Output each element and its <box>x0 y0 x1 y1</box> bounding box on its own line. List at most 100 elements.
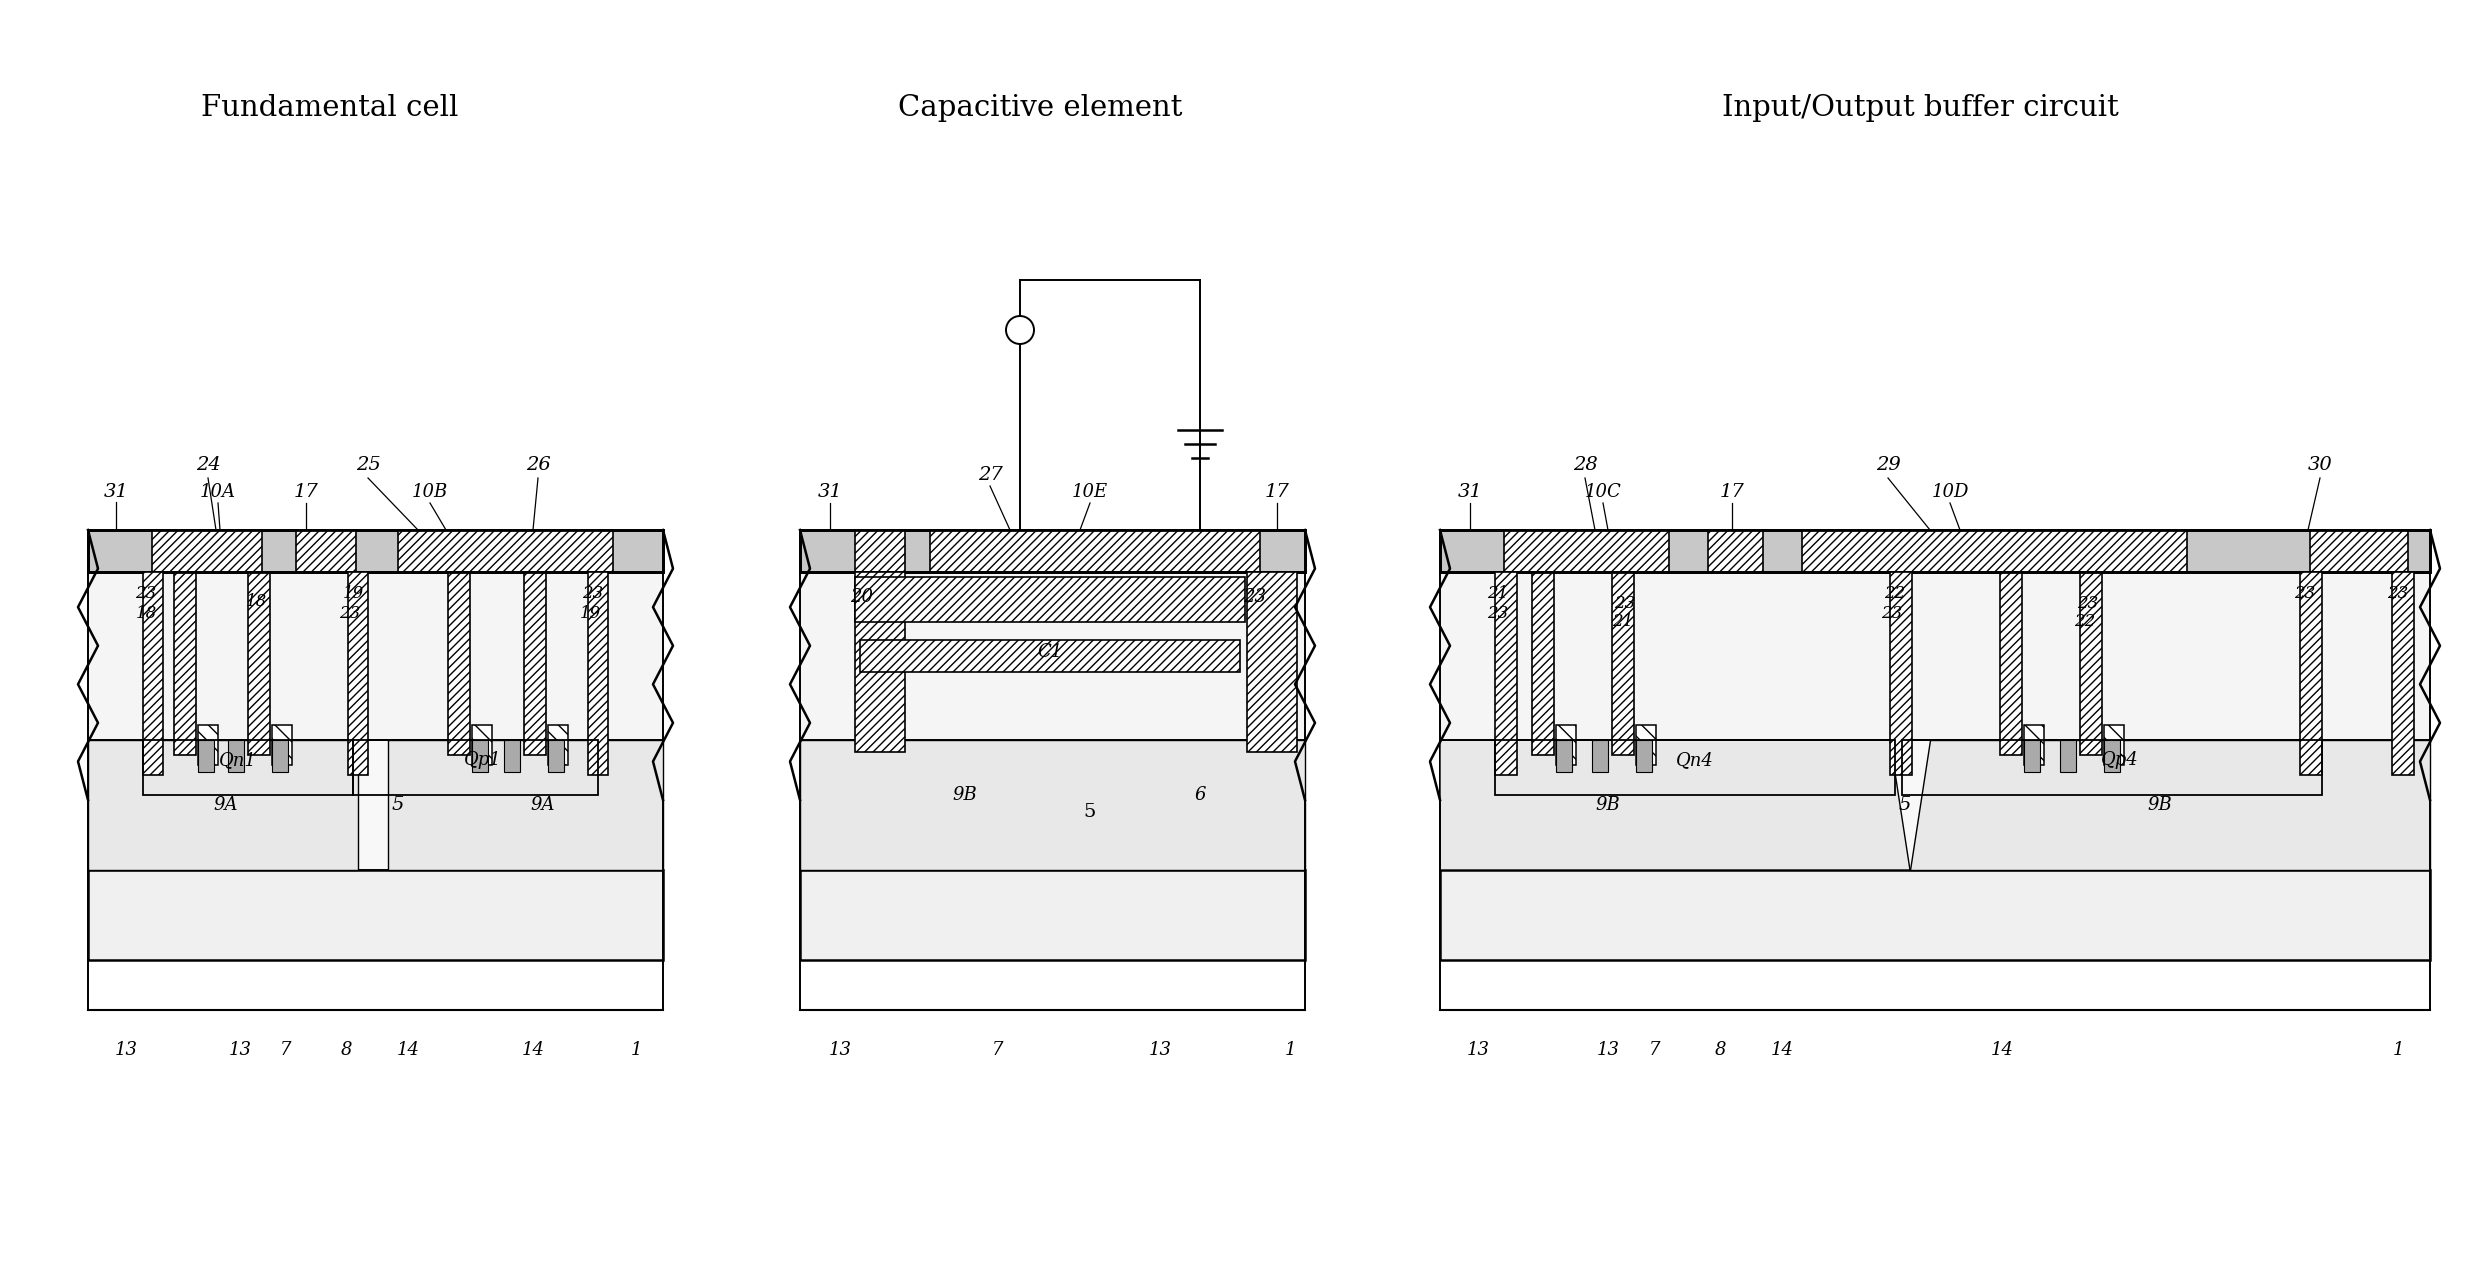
Polygon shape <box>89 740 359 870</box>
Bar <box>1612 572 1635 755</box>
Text: 13: 13 <box>114 1041 138 1059</box>
Text: 14: 14 <box>1771 1041 1793 1059</box>
Text: 21: 21 <box>1612 614 1635 630</box>
Bar <box>151 530 262 572</box>
Text: 9B: 9B <box>2147 796 2171 813</box>
Bar <box>2001 572 2023 755</box>
Bar <box>1709 530 1763 572</box>
Text: (+): (+) <box>1007 320 1034 338</box>
Text: 7: 7 <box>1649 1041 1662 1059</box>
Bar <box>143 740 354 794</box>
Text: 1: 1 <box>631 1041 643 1059</box>
Bar <box>861 640 1239 672</box>
Text: 7: 7 <box>279 1041 292 1059</box>
Text: 7: 7 <box>992 1041 1004 1059</box>
Bar <box>930 530 1261 572</box>
Text: 5: 5 <box>391 796 403 813</box>
Bar <box>272 725 292 765</box>
Text: 19: 19 <box>579 606 601 622</box>
Bar <box>198 725 218 765</box>
Bar <box>2391 572 2414 775</box>
Text: 9B: 9B <box>952 786 977 805</box>
Text: 13: 13 <box>828 1041 851 1059</box>
Bar <box>143 572 163 775</box>
Text: 23: 23 <box>1244 588 1266 606</box>
Text: 22: 22 <box>2075 614 2095 630</box>
Text: 10E: 10E <box>1071 483 1108 501</box>
Text: Qp1: Qp1 <box>465 751 502 769</box>
Text: 22: 22 <box>1884 586 1907 602</box>
Text: 10C: 10C <box>1585 483 1622 501</box>
Text: 13: 13 <box>228 1041 252 1059</box>
Bar <box>1504 530 1669 572</box>
Text: 23: 23 <box>136 586 156 602</box>
Bar <box>2310 530 2409 572</box>
Text: Qp4: Qp4 <box>2102 751 2139 769</box>
Text: 21: 21 <box>1486 586 1509 602</box>
Text: 1: 1 <box>1283 1041 1296 1059</box>
Bar <box>549 725 569 765</box>
Bar <box>1439 870 2431 960</box>
Text: 17: 17 <box>294 483 319 501</box>
Text: 9A: 9A <box>532 796 556 813</box>
Bar <box>799 870 1306 960</box>
Bar <box>856 530 905 572</box>
Text: 17: 17 <box>1719 483 1743 501</box>
Text: 17: 17 <box>1264 483 1288 501</box>
Bar <box>856 572 905 751</box>
Bar <box>472 725 492 765</box>
Bar <box>1531 572 1553 755</box>
Text: 1: 1 <box>2391 1041 2404 1059</box>
Bar <box>272 740 287 772</box>
Bar <box>1439 740 2431 870</box>
Bar <box>2023 740 2040 772</box>
Bar <box>297 530 356 572</box>
Bar <box>2105 725 2124 765</box>
Bar <box>89 740 663 870</box>
Text: Qn4: Qn4 <box>1677 751 1714 769</box>
Text: 10D: 10D <box>1931 483 1969 501</box>
Text: Qn1: Qn1 <box>220 751 257 769</box>
Bar <box>799 572 1306 740</box>
Bar <box>2300 572 2322 775</box>
Bar <box>799 530 1306 572</box>
Bar <box>1902 740 2322 794</box>
Bar <box>354 740 598 794</box>
Polygon shape <box>799 740 1306 870</box>
Bar <box>549 740 564 772</box>
Bar <box>1246 572 1296 751</box>
Bar <box>398 530 613 572</box>
Bar <box>448 572 470 755</box>
Text: C1: C1 <box>1036 643 1063 662</box>
Polygon shape <box>1909 740 2431 870</box>
Bar <box>247 572 270 755</box>
Bar <box>589 572 608 775</box>
Text: 10B: 10B <box>413 483 448 501</box>
Text: Fundamental cell: Fundamental cell <box>200 94 458 121</box>
Bar <box>1556 740 1573 772</box>
Bar <box>504 740 519 772</box>
Circle shape <box>1007 316 1034 344</box>
Text: 23: 23 <box>1615 596 1635 612</box>
Bar <box>1889 572 1912 775</box>
Text: 29: 29 <box>1875 455 1899 474</box>
Polygon shape <box>388 740 663 870</box>
Text: 31: 31 <box>104 483 129 501</box>
Text: 6: 6 <box>1194 786 1207 805</box>
Text: 13: 13 <box>1598 1041 1620 1059</box>
Bar <box>1439 530 2431 572</box>
Bar <box>1593 740 1607 772</box>
Text: 23: 23 <box>581 586 603 602</box>
Bar <box>1637 725 1657 765</box>
Text: Capacitive element: Capacitive element <box>898 94 1182 121</box>
Text: 23: 23 <box>1882 606 1902 622</box>
Text: 14: 14 <box>396 1041 420 1059</box>
Text: 9B: 9B <box>1595 796 1620 813</box>
Bar <box>89 572 663 740</box>
Bar <box>1637 740 1652 772</box>
Bar <box>1439 530 2431 572</box>
Text: 5: 5 <box>1899 796 1912 813</box>
Text: 14: 14 <box>1991 1041 2013 1059</box>
Bar <box>856 577 1244 622</box>
Bar <box>1556 725 1575 765</box>
